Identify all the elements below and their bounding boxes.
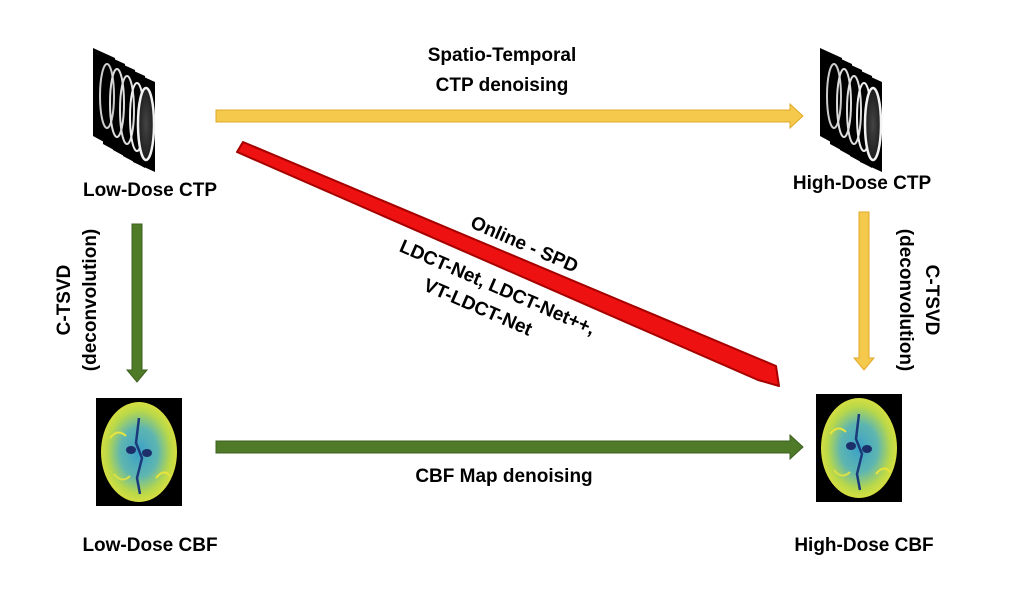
high-dose-ctp-label: High-Dose CTP	[793, 173, 932, 194]
right-deconv-label-line1: C-TSVD	[921, 265, 942, 336]
low-dose-ctp-image	[91, 46, 157, 174]
ctp-denoising-label-line1: Spatio-Temporal	[428, 45, 577, 66]
low-dose-cbf-image	[94, 396, 184, 508]
left-deconv-label-line2: (deconvolution)	[80, 229, 101, 371]
low-dose-cbf-label: Low-Dose CBF	[82, 535, 217, 556]
right-deconvolution-arrow	[852, 211, 876, 371]
left-deconvolution-arrow	[125, 223, 149, 383]
left-deconv-label-line1: C-TSVD	[54, 265, 75, 336]
direct-denoising-arrow	[236, 141, 780, 387]
low-dose-ctp-label: Low-Dose CTP	[83, 180, 217, 201]
high-dose-cbf-label: High-Dose CBF	[794, 535, 933, 556]
cbf-denoising-arrow	[215, 433, 804, 461]
ctp-denoising-arrow	[215, 102, 804, 130]
high-dose-ctp-image	[818, 46, 884, 174]
ctp-denoising-label-line2: CTP denoising	[436, 75, 569, 96]
cbf-denoising-label: CBF Map denoising	[415, 466, 592, 487]
right-deconv-label-line2: (deconvolution)	[895, 229, 916, 371]
high-dose-cbf-image	[814, 392, 904, 504]
